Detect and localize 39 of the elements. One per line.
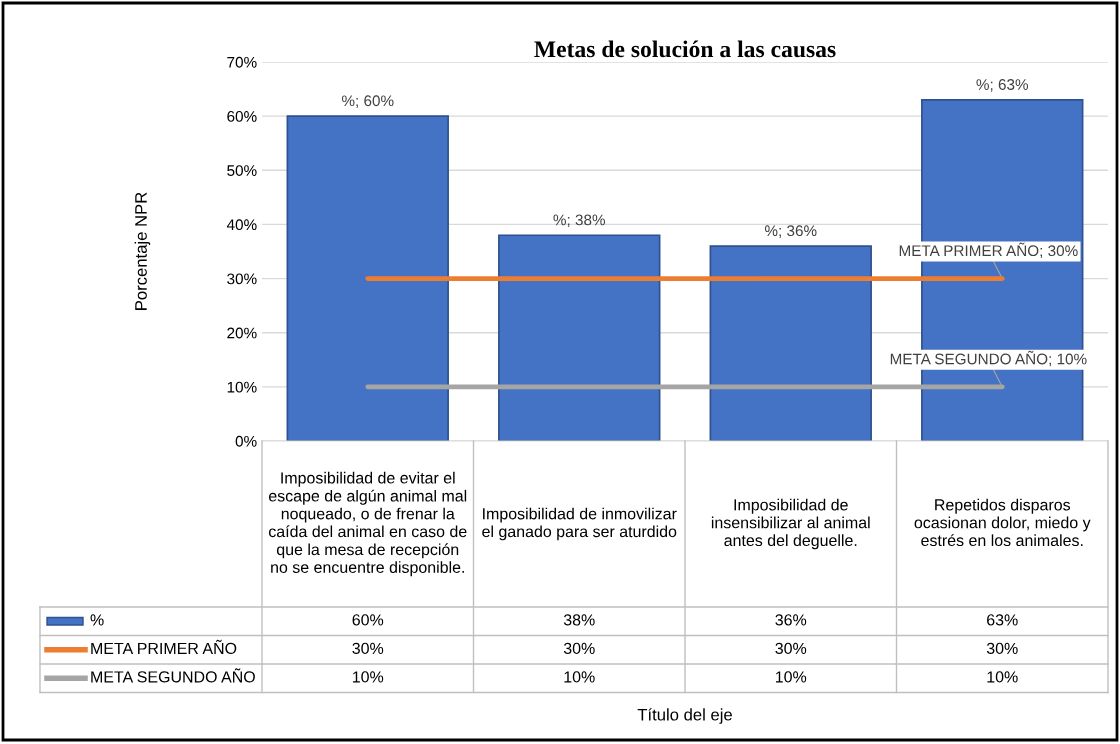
- bar: [709, 245, 872, 441]
- legend-label: META SEGUNDO AÑO: [91, 668, 255, 683]
- data-label: 10%: [987, 671, 1018, 683]
- annotation: %; 36%: [764, 225, 817, 238]
- y-tick-label: 10%: [227, 381, 257, 393]
- annotation: META PRIMER AÑO; 30%: [899, 242, 1078, 258]
- bar: [286, 115, 449, 441]
- data-label: 60%: [352, 614, 384, 626]
- y-tick-label: 0%: [235, 435, 257, 447]
- x-tick-label: Imposibilidad de evitar el escape de algún animal mal noqueado, o de frenar la caída del animal en caso de que la mesa de recepción no se encuentre disponible.: [268, 471, 467, 577]
- data-label: 63%: [987, 614, 1018, 626]
- data-label: 30%: [563, 642, 595, 655]
- y-axis-title: Porcentaje NPR: [134, 192, 151, 310]
- data-label: 36%: [775, 614, 807, 626]
- data-label: 10%: [564, 671, 595, 683]
- annotation: %; 60%: [341, 95, 394, 108]
- data-label: 30%: [352, 642, 384, 655]
- y-tick-label: 30%: [227, 273, 257, 285]
- data-label: 10%: [352, 671, 384, 683]
- bar: [498, 234, 661, 441]
- text: Título del eje: [637, 708, 732, 724]
- chart-title: Metas de solución a las causas: [534, 40, 836, 58]
- data-label: 30%: [775, 642, 807, 655]
- annotation: META SEGUNDO AÑO; 10%: [890, 350, 1087, 367]
- y-tick-label: 60%: [227, 111, 257, 122]
- x-tick-label: Repetidos disparos ocasionan dolor, miedo y estrés en los animales.: [914, 498, 1091, 547]
- legend-label: META PRIMER AÑO: [91, 639, 237, 655]
- y-tick-label: 40%: [226, 219, 257, 231]
- x-tick-label: Imposibilidad de insensibilizar al animal antes del deguelle.: [711, 498, 870, 550]
- x-tick-label: Imposibilidad de inmovilizar el ganado para ser aturdido: [482, 507, 677, 541]
- data-label: 10%: [775, 671, 807, 683]
- data-label: 30%: [986, 642, 1018, 655]
- y-tick-label: 50%: [227, 165, 257, 176]
- y-tick-label: 20%: [227, 327, 257, 339]
- y-tick-label: 70%: [227, 56, 257, 68]
- annotation: %; 38%: [553, 214, 606, 228]
- annotation: %; 63%: [976, 79, 1029, 92]
- legend-label: %: [90, 614, 104, 626]
- data-label: 38%: [563, 614, 595, 626]
